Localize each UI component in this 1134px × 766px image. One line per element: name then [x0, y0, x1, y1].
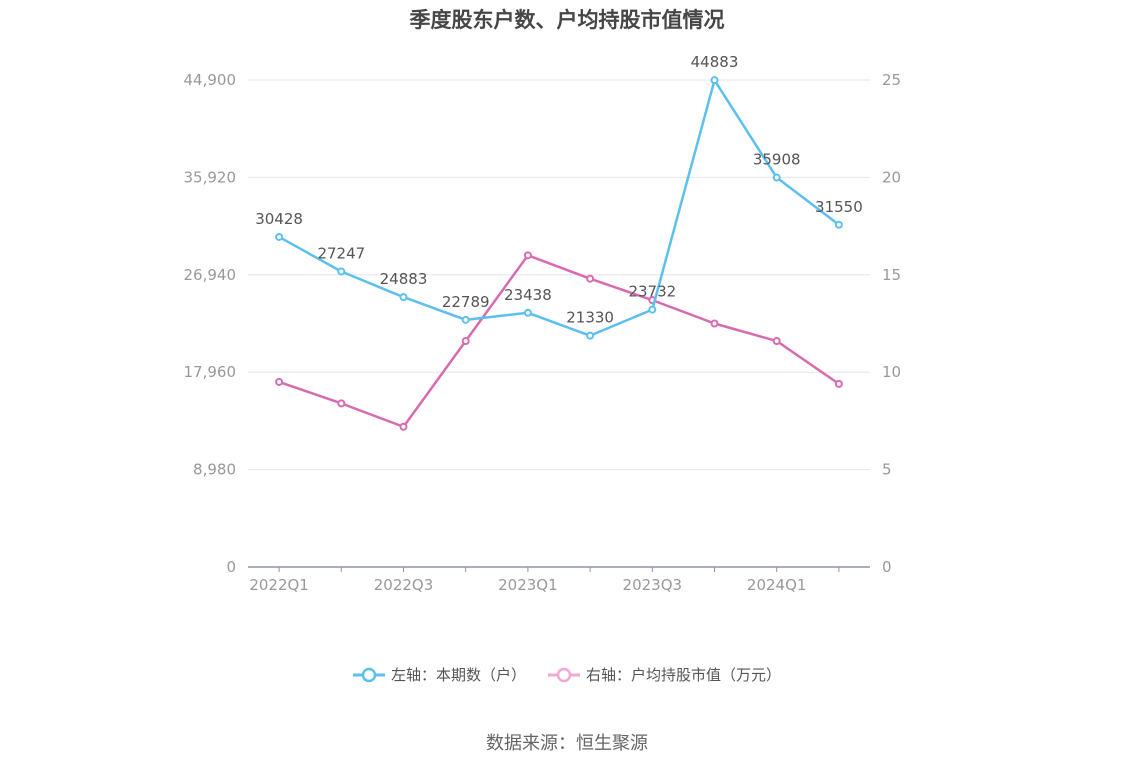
data-point-right [834, 379, 843, 388]
y-right-tick-label: 0 [882, 558, 892, 576]
data-label: 21330 [566, 309, 614, 327]
legend-right-label: 右轴：户均持股市值（万元） [586, 666, 782, 684]
data-point-right [337, 399, 346, 408]
y-right-tick-label: 25 [882, 71, 901, 89]
y-right-tick-label: 5 [882, 461, 892, 479]
y-right-tick-label: 15 [882, 266, 901, 284]
x-tick-label: 2024Q1 [747, 576, 807, 594]
legend-item-left[interactable]: 左轴：本期数（户） [352, 664, 526, 685]
data-point-right [523, 251, 532, 260]
x-tick-label: 2022Q3 [374, 576, 434, 594]
data-point-left [586, 331, 595, 340]
legend-left-label: 左轴：本期数（户） [390, 666, 526, 684]
data-label: 24883 [380, 270, 428, 288]
x-tick-label: 2023Q3 [623, 576, 683, 594]
data-label: 23732 [628, 283, 676, 301]
data-point-right [461, 337, 470, 346]
data-point-left [337, 267, 346, 276]
data-point-left [834, 220, 843, 229]
y-left-tick-label: 35,920 [184, 168, 237, 186]
legend-right-swatch-icon [548, 667, 580, 682]
data-point-left [772, 173, 781, 182]
chart-legend: 左轴：本期数（户） 右轴：户均持股市值（万元） [0, 664, 1134, 685]
data-point-left [648, 305, 657, 314]
data-source-note: 数据来源：恒生聚源 [486, 733, 648, 754]
data-label: 23438 [504, 286, 552, 304]
y-left-tick-label: 44,900 [184, 71, 237, 89]
data-point-right [586, 274, 595, 283]
line-chart: 0 0 8,980 5 17,960 10 26,940 15 35,920 20 44,900 25… [184, 53, 902, 594]
data-point-left [461, 315, 470, 324]
y-left-tick-label: 0 [226, 558, 236, 576]
x-tick-label: 2023Q1 [498, 576, 558, 594]
x-tick-label: 2022Q1 [249, 576, 309, 594]
series-line-left [278, 78, 840, 337]
data-label: 22789 [442, 293, 490, 311]
series-line-right [278, 254, 840, 428]
data-point-right [275, 377, 284, 386]
y-left-tick-label: 17,960 [184, 363, 237, 381]
y-right-tick-label: 10 [882, 363, 901, 381]
data-label: 31550 [815, 198, 863, 216]
data-point-left [710, 76, 719, 85]
data-point-left [399, 293, 408, 302]
data-label: 44883 [691, 53, 739, 71]
y-left-tick-label: 8,980 [193, 461, 236, 479]
legend-item-right[interactable]: 右轴：户均持股市值（万元） [548, 664, 781, 685]
y-right-tick-label: 20 [882, 168, 901, 186]
data-label: 27247 [317, 244, 365, 262]
data-point-left [275, 232, 284, 241]
y-left-tick-label: 26,940 [184, 266, 237, 284]
data-point-left [523, 308, 532, 317]
data-label: 35908 [753, 151, 801, 169]
data-point-right [772, 337, 781, 346]
data-point-right [399, 422, 408, 431]
data-label: 30428 [255, 210, 303, 228]
legend-left-swatch-icon [352, 667, 385, 682]
chart-title: 季度股东户数、户均持股市值情况 [409, 8, 725, 32]
data-point-right [710, 319, 719, 328]
